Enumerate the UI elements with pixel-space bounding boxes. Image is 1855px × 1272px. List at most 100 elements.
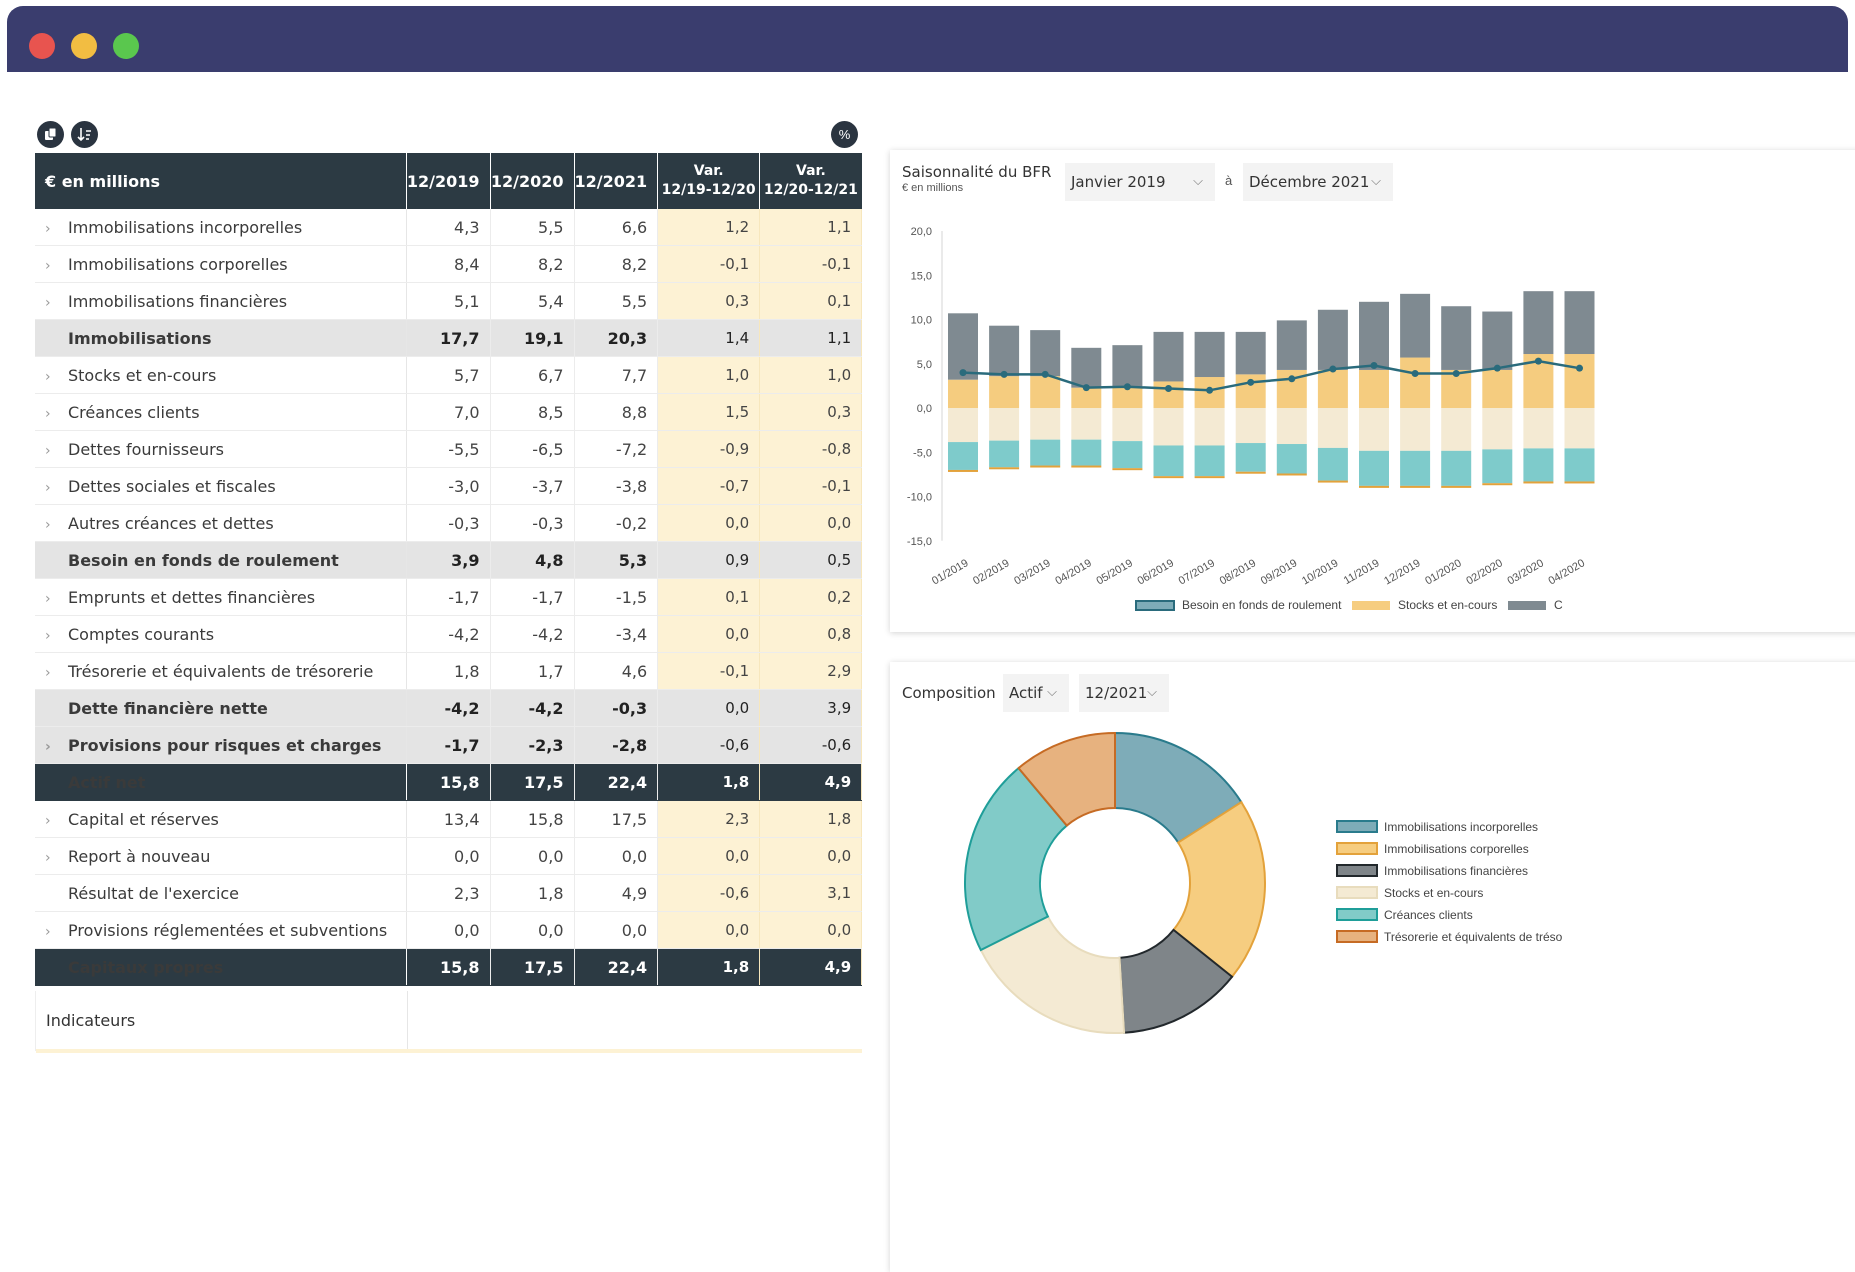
bar-creances-clients[interactable] xyxy=(1441,450,1472,486)
bfr-point[interactable] xyxy=(959,369,967,377)
bar-creances-clients[interactable] xyxy=(1235,443,1266,472)
bar-creances-clients[interactable] xyxy=(1153,445,1184,477)
table-row[interactable]: › Provisions réglementées et subventions 0… xyxy=(35,911,863,949)
bar-dettes-fournisseurs[interactable] xyxy=(1441,306,1472,370)
table-row[interactable]: › Immobilisations financières 5,1 5,4 5,5 0,3… xyxy=(35,282,863,320)
chevron-right-icon[interactable]: › xyxy=(45,812,51,829)
bar-creances-clients[interactable] xyxy=(1564,448,1595,482)
chevron-right-icon[interactable]: › xyxy=(45,405,51,422)
bar-dettes-sociales[interactable] xyxy=(1235,408,1266,444)
composition-date-select[interactable]: 12/2021 ⌵ xyxy=(1079,674,1169,712)
legend-label[interactable]: Stocks et en-cours xyxy=(1398,598,1497,612)
chevron-right-icon[interactable]: › xyxy=(45,257,51,274)
donut-slice[interactable] xyxy=(964,766,1069,952)
bfr-point[interactable] xyxy=(1041,370,1049,378)
bfr-point[interactable] xyxy=(1206,386,1214,394)
table-row[interactable]: › Dettes sociales et fiscales -3,0 -3,7 -3,8… xyxy=(35,467,863,505)
bar-dettes-sociales[interactable] xyxy=(1400,408,1431,451)
chevron-right-icon[interactable]: › xyxy=(45,923,51,940)
header-var-20-21[interactable]: Var. 12/20-12/21 xyxy=(759,153,862,209)
bar-creances-clients[interactable] xyxy=(948,442,978,470)
legend-label[interactable]: Immobilisations incorporelles xyxy=(1384,820,1538,834)
bar-autres-dettes[interactable] xyxy=(1523,481,1554,484)
bar-stocks[interactable] xyxy=(1359,369,1389,408)
bar-stocks[interactable] xyxy=(989,376,1020,408)
table-row[interactable]: › Trésorerie et équivalents de trésorerie… xyxy=(35,652,863,690)
bar-dettes-fournisseurs[interactable] xyxy=(1030,330,1061,377)
bar-autres-dettes[interactable] xyxy=(1482,483,1513,486)
bfr-point[interactable] xyxy=(1411,369,1419,377)
bar-creances-clients[interactable] xyxy=(1112,441,1143,469)
bar-stocks[interactable] xyxy=(1071,387,1102,408)
chevron-right-icon[interactable]: › xyxy=(45,442,51,459)
bar-stocks[interactable] xyxy=(1030,376,1061,408)
bfr-point[interactable] xyxy=(1493,364,1501,372)
bar-creances-clients[interactable] xyxy=(1276,444,1307,474)
table-row[interactable]: › Capital et réserves 13,4 15,8 17,5 2,3 1,8 xyxy=(35,800,863,838)
bar-dettes-sociales[interactable] xyxy=(1071,408,1102,440)
bfr-point[interactable] xyxy=(1082,384,1090,392)
bfr-point[interactable] xyxy=(1576,364,1583,372)
table-row[interactable]: › Comptes courants -4,2 -4,2 -3,4 0,0 0,8 xyxy=(35,615,863,653)
table-row[interactable]: › Créances clients 7,0 8,5 8,8 1,5 0,3 xyxy=(35,393,863,431)
bar-autres-dettes[interactable] xyxy=(1317,480,1348,483)
table-row[interactable]: › Stocks et en-cours 5,7 6,7 7,7 1,0 1,0 xyxy=(35,356,863,394)
chevron-right-icon[interactable]: › xyxy=(45,590,51,607)
composition-type-select[interactable]: Actif ⌵ xyxy=(1003,674,1069,712)
bar-dettes-fournisseurs[interactable] xyxy=(1276,320,1307,370)
to-date-select[interactable]: Décembre 2021 ⌵ xyxy=(1243,163,1393,201)
legend-label[interactable]: Immobilisations financières xyxy=(1384,864,1528,878)
bar-stocks[interactable] xyxy=(1317,369,1348,408)
bar-autres-dettes[interactable] xyxy=(1359,485,1389,488)
bar-dettes-fournisseurs[interactable] xyxy=(1400,293,1431,358)
bar-dettes-fournisseurs[interactable] xyxy=(989,325,1020,377)
chevron-right-icon[interactable]: › xyxy=(45,479,51,496)
legend-label[interactable]: Stocks et en-cours xyxy=(1384,886,1483,900)
bar-dettes-sociales[interactable] xyxy=(948,408,978,443)
bfr-point[interactable] xyxy=(1534,357,1542,365)
bfr-point[interactable] xyxy=(1370,362,1378,370)
bar-autres-dettes[interactable] xyxy=(1194,476,1225,479)
bar-dettes-fournisseurs[interactable] xyxy=(1112,345,1143,388)
header-var-19-20[interactable]: Var. 12/19-12/20 xyxy=(657,153,760,209)
bar-creances-clients[interactable] xyxy=(1030,439,1061,466)
table-row[interactable]: › Autres créances et dettes -0,3 -0,3 -0,2 0,… xyxy=(35,504,863,542)
legend-label[interactable]: Trésorerie et équivalents de tréso xyxy=(1384,930,1563,944)
bar-autres-dettes[interactable] xyxy=(1564,481,1595,484)
bar-autres-dettes[interactable] xyxy=(948,469,978,472)
bfr-point[interactable] xyxy=(1288,375,1296,383)
subtotal-row-expandable[interactable]: › Provisions pour risques et charges -1,7-… xyxy=(35,726,863,764)
bfr-point[interactable] xyxy=(1123,383,1131,391)
bar-autres-dettes[interactable] xyxy=(1153,476,1184,479)
bfr-point[interactable] xyxy=(1452,369,1460,377)
chevron-right-icon[interactable]: › xyxy=(45,516,51,533)
bar-dettes-fournisseurs[interactable] xyxy=(1153,331,1184,382)
bar-autres-dettes[interactable] xyxy=(1071,465,1102,468)
bar-autres-dettes[interactable] xyxy=(1276,473,1307,476)
from-date-select[interactable]: Janvier 2019 ⌵ xyxy=(1065,163,1215,201)
table-row[interactable]: › Report à nouveau 0,0 0,0 0,0 0,0 0,0 xyxy=(35,837,863,875)
header-12-2021[interactable]: 12/2021 xyxy=(573,153,658,209)
header-12-2020[interactable]: 12/2020 xyxy=(489,153,574,209)
bar-creances-clients[interactable] xyxy=(1194,445,1225,477)
bar-dettes-fournisseurs[interactable] xyxy=(1194,331,1225,378)
legend-label[interactable]: Besoin en fonds de roulement xyxy=(1182,598,1342,612)
bar-dettes-sociales[interactable] xyxy=(1359,408,1389,451)
table-row[interactable]: › Immobilisations corporelles 8,4 8,2 8,2 -0,… xyxy=(35,245,863,283)
bar-autres-dettes[interactable] xyxy=(1235,471,1266,474)
bar-dettes-sociales[interactable] xyxy=(1523,408,1554,449)
sort-icon[interactable] xyxy=(71,121,98,148)
bar-creances-clients[interactable] xyxy=(1523,448,1554,482)
bar-autres-dettes[interactable] xyxy=(1030,465,1061,468)
bar-dettes-fournisseurs[interactable] xyxy=(1317,309,1348,370)
bar-dettes-sociales[interactable] xyxy=(1112,408,1143,442)
bar-dettes-sociales[interactable] xyxy=(1276,408,1307,445)
bar-dettes-fournisseurs[interactable] xyxy=(1235,331,1266,375)
bar-dettes-sociales[interactable] xyxy=(1317,408,1348,448)
bar-creances-clients[interactable] xyxy=(1359,450,1389,486)
legend-label[interactable]: C xyxy=(1554,598,1563,612)
bar-dettes-sociales[interactable] xyxy=(1441,408,1472,451)
bar-stocks[interactable] xyxy=(948,379,978,408)
bar-stocks[interactable] xyxy=(1400,357,1431,408)
bar-autres-dettes[interactable] xyxy=(989,467,1020,470)
